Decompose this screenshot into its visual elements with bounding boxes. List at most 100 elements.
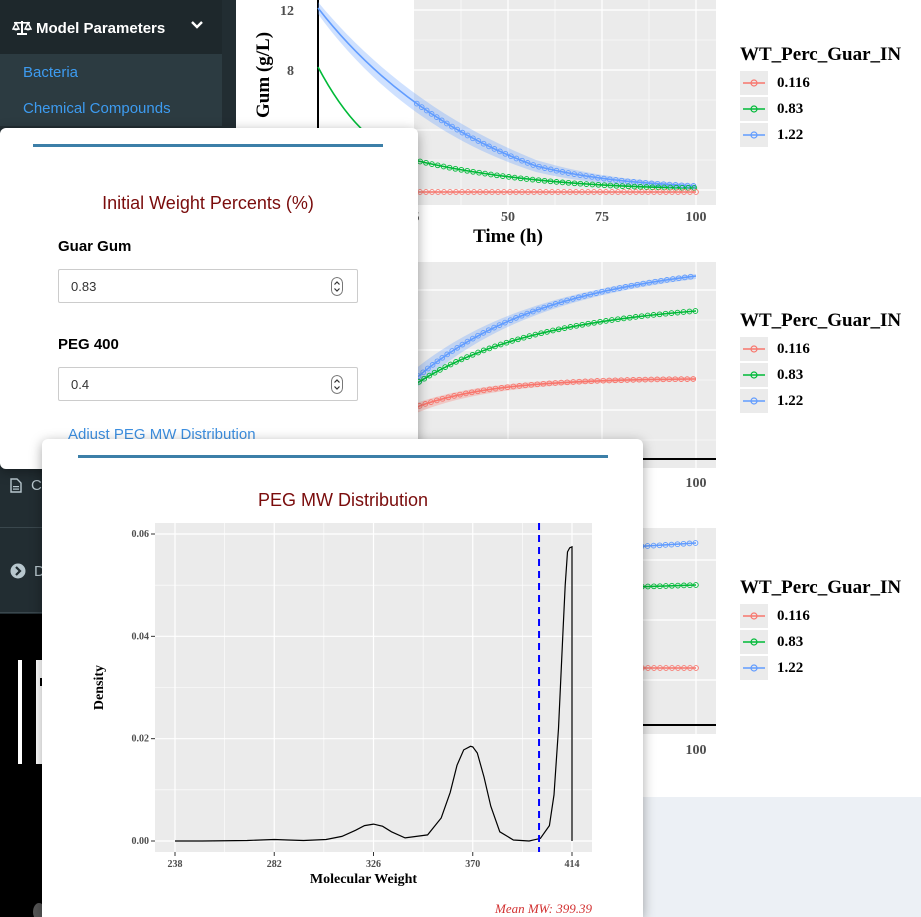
series-marker bbox=[513, 155, 520, 162]
series-marker bbox=[437, 367, 443, 373]
legend-item-083: 0.83 bbox=[740, 362, 901, 388]
series-marker bbox=[666, 181, 673, 188]
series-marker bbox=[529, 176, 536, 183]
legend-label: 1.22 bbox=[777, 659, 804, 676]
series-marker bbox=[516, 383, 523, 389]
series-marker bbox=[675, 582, 681, 589]
plot1-ylabel: Gum (g/L) bbox=[253, 32, 274, 118]
series-marker bbox=[502, 319, 508, 326]
series-marker bbox=[619, 183, 626, 189]
series-marker bbox=[422, 401, 429, 407]
y-tick-label: 0.04 bbox=[132, 631, 150, 642]
sidebar-item-c[interactable]: C bbox=[0, 470, 236, 500]
series-marker bbox=[494, 172, 500, 179]
legend-plot3: WT_Perc_Guar_IN 0.116 0.83 1.22 bbox=[740, 577, 901, 681]
series-marker bbox=[686, 308, 693, 315]
series-marker bbox=[607, 182, 614, 189]
series-marker bbox=[660, 181, 667, 188]
series-marker bbox=[459, 341, 466, 348]
plot2-series-red bbox=[413, 378, 697, 409]
series-marker bbox=[485, 327, 492, 334]
series-marker bbox=[587, 291, 594, 298]
series-marker bbox=[573, 322, 580, 329]
series-marker bbox=[628, 282, 635, 289]
series-marker bbox=[497, 148, 503, 155]
legend-label: 0.116 bbox=[777, 607, 810, 624]
series-marker bbox=[480, 140, 487, 147]
series-marker bbox=[650, 312, 657, 318]
series-marker bbox=[464, 167, 471, 174]
spinner-icon[interactable] bbox=[331, 277, 343, 296]
series-marker bbox=[576, 378, 583, 385]
peg-400-input[interactable]: 0.4 bbox=[58, 367, 358, 401]
series-marker bbox=[620, 315, 627, 322]
series-marker bbox=[618, 177, 625, 184]
series-marker bbox=[528, 381, 535, 388]
chevron-down-icon[interactable] bbox=[190, 18, 204, 32]
series-marker bbox=[501, 189, 507, 195]
series-marker bbox=[452, 165, 459, 172]
series-marker bbox=[553, 167, 560, 174]
series-marker bbox=[434, 358, 441, 365]
series-marker bbox=[530, 308, 536, 315]
sidebar-item-d[interactable]: D bbox=[0, 556, 236, 586]
series-marker bbox=[615, 316, 621, 323]
series-marker bbox=[491, 146, 498, 152]
adjust-peg-mw-link[interactable]: Adjust PEG MW Distribution bbox=[68, 426, 256, 443]
series-marker bbox=[603, 318, 609, 324]
series-marker bbox=[511, 174, 518, 181]
series-marker bbox=[440, 163, 447, 170]
series-marker bbox=[445, 394, 452, 401]
legend-key-red bbox=[740, 71, 768, 95]
series-marker bbox=[642, 376, 649, 383]
series-marker bbox=[443, 120, 450, 127]
plot1-xtick: 100 bbox=[686, 210, 707, 225]
series-marker bbox=[534, 381, 541, 388]
series-marker bbox=[625, 183, 632, 190]
series-marker bbox=[541, 165, 548, 171]
series-marker bbox=[654, 376, 661, 383]
series-marker bbox=[471, 189, 477, 195]
series-marker bbox=[523, 176, 530, 182]
spinner-icon[interactable] bbox=[331, 375, 343, 394]
series-marker bbox=[644, 543, 651, 549]
legend-key-blue bbox=[740, 123, 768, 147]
series-marker bbox=[507, 189, 513, 195]
series-marker bbox=[687, 273, 694, 280]
legend-key-green bbox=[740, 363, 768, 387]
series-marker bbox=[631, 183, 638, 190]
series-marker bbox=[636, 376, 643, 383]
series-marker bbox=[605, 287, 611, 294]
series-marker bbox=[420, 369, 427, 376]
legend-label: 0.83 bbox=[777, 100, 804, 117]
legend-key-blue bbox=[740, 389, 768, 413]
sidebar-subitem-chemical-compounds[interactable]: Chemical Compounds bbox=[0, 90, 222, 126]
series-marker bbox=[519, 157, 525, 164]
sidebar-menu-model-parameters[interactable]: Model Parameters bbox=[0, 0, 222, 56]
series-marker bbox=[672, 182, 679, 188]
series-marker bbox=[530, 162, 537, 168]
series-marker bbox=[577, 172, 583, 178]
series-marker bbox=[425, 365, 431, 372]
series-marker bbox=[488, 171, 494, 178]
box-title: PEG MW Distribution bbox=[257, 490, 429, 510]
series-marker bbox=[597, 318, 603, 325]
series-marker bbox=[525, 189, 531, 195]
chevron-circle-right-icon bbox=[10, 563, 26, 579]
series-marker bbox=[457, 391, 463, 398]
series-marker bbox=[681, 582, 687, 589]
series-marker bbox=[583, 173, 589, 179]
series-marker bbox=[663, 665, 669, 671]
series-marker bbox=[595, 181, 602, 188]
series-marker bbox=[581, 293, 588, 299]
series-marker bbox=[589, 174, 595, 180]
series-marker bbox=[621, 189, 627, 195]
series-marker bbox=[555, 326, 562, 333]
series-marker bbox=[496, 322, 503, 328]
series-marker bbox=[583, 181, 590, 187]
series-marker bbox=[509, 338, 516, 344]
sidebar-subitem-bacteria[interactable]: Bacteria bbox=[0, 54, 222, 90]
y-tick-label: 0.00 bbox=[132, 836, 150, 847]
guar-gum-input[interactable]: 0.83 bbox=[58, 269, 358, 303]
series-marker bbox=[622, 284, 629, 290]
